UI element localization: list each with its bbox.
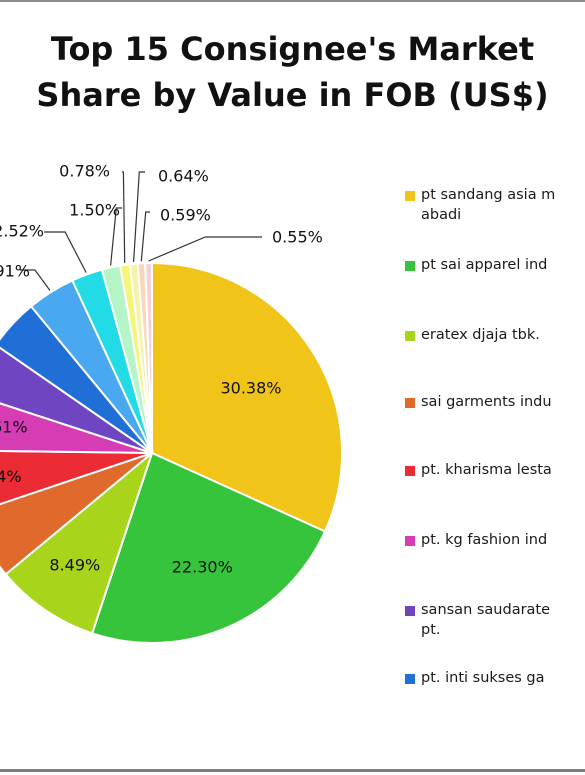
pie-data-labels: 30.38% 22.30% 8.49% 5.14% 4.61% 3.91% 2.52% 1.5… [0, 162, 323, 577]
pie-leader-line-13 [133, 171, 145, 262]
legend-swatch-5 [405, 466, 415, 476]
pie-data-label-5: 5.14% [0, 467, 22, 486]
legend-label-7: sansan saudarate pt. [421, 600, 550, 640]
legend-swatch-1 [405, 191, 415, 201]
pie-data-label-11: 1.50% [69, 201, 120, 220]
pie-slice-15 [144, 261, 153, 454]
pie-leader-line-14 [140, 211, 150, 262]
chart-title-line-2: Share by Value in FOB (US$) [36, 76, 549, 114]
legend-swatch-2 [405, 261, 415, 271]
legend-swatch-3 [405, 331, 415, 341]
legend-swatch-4 [405, 398, 415, 408]
legend-label-8: pt. inti sukses ga [421, 668, 545, 688]
chart-legend: pt sandang asia m abadi pt sai apparel ind… [405, 180, 585, 740]
legend-swatch-7 [405, 606, 415, 616]
legend-label-line: pt sai apparel ind [421, 257, 548, 273]
pie-slice-4 [0, 452, 153, 576]
legend-label-6: pt. kg fashion ind [421, 530, 547, 550]
pie-data-label-3: 8.49% [49, 556, 100, 575]
pie-data-label-2: 22.30% [172, 557, 233, 576]
legend-label-1: pt sandang asia m abadi [421, 185, 555, 225]
pie-leader-line-9 [20, 269, 51, 291]
legend-label-4: sai garments indu [421, 392, 552, 412]
legend-label-line: sansan saudarate [421, 602, 551, 618]
legend-label-line: eratex djaja tbk. [421, 327, 540, 343]
legend-label-line: pt. inti sukses ga [421, 670, 545, 686]
legend-label-line: pt sandang asia m [421, 187, 556, 203]
legend-label-3: eratex djaja tbk. [421, 325, 540, 345]
legend-swatch-6 [405, 536, 415, 546]
pie-slices [0, 261, 343, 644]
legend-label-line: sai garments indu [421, 394, 552, 410]
legend-label-line: pt. [421, 622, 441, 638]
pie-data-label-1: 30.38% [220, 379, 281, 398]
pie-leader-lines [20, 171, 262, 291]
chart-title-line-1: Top 15 Consignee's Market [50, 30, 535, 68]
pie-slice-2 [90, 451, 327, 644]
pie-leader-line-12 [122, 171, 126, 263]
pie-slice-5 [0, 449, 153, 506]
pie-data-label-15: 0.55% [272, 228, 323, 247]
legend-label-2: pt sai apparel ind [421, 255, 547, 275]
legend-label-5: pt. kharisma lesta [421, 460, 552, 480]
pie-slice-3 [4, 450, 155, 635]
chart-frame-top [0, 0, 585, 2]
legend-label-line: pt. kharisma lesta [421, 462, 552, 478]
pie-leader-line-15 [148, 236, 262, 262]
pie-data-label-13: 0.64% [158, 167, 209, 186]
pie-data-label-14: 0.59% [160, 206, 211, 225]
pie-leader-line-10 [44, 231, 87, 273]
pie-data-label-9: 3.91% [0, 262, 30, 281]
legend-label-line: pt. kg fashion ind [421, 532, 548, 548]
pie-data-label-10: 2.52% [0, 222, 44, 241]
chart-frame-bottom [0, 769, 585, 772]
pie-leader-line-11 [110, 207, 122, 266]
chart-title: Top 15 Consignee's Market Share by Value… [0, 26, 585, 118]
legend-label-line: abadi [421, 207, 462, 223]
legend-swatch-8 [405, 674, 415, 684]
pie-slice-1 [151, 261, 343, 533]
pie-data-label-6: 4.61% [0, 418, 28, 437]
pie-data-label-12: 0.78% [59, 162, 110, 181]
